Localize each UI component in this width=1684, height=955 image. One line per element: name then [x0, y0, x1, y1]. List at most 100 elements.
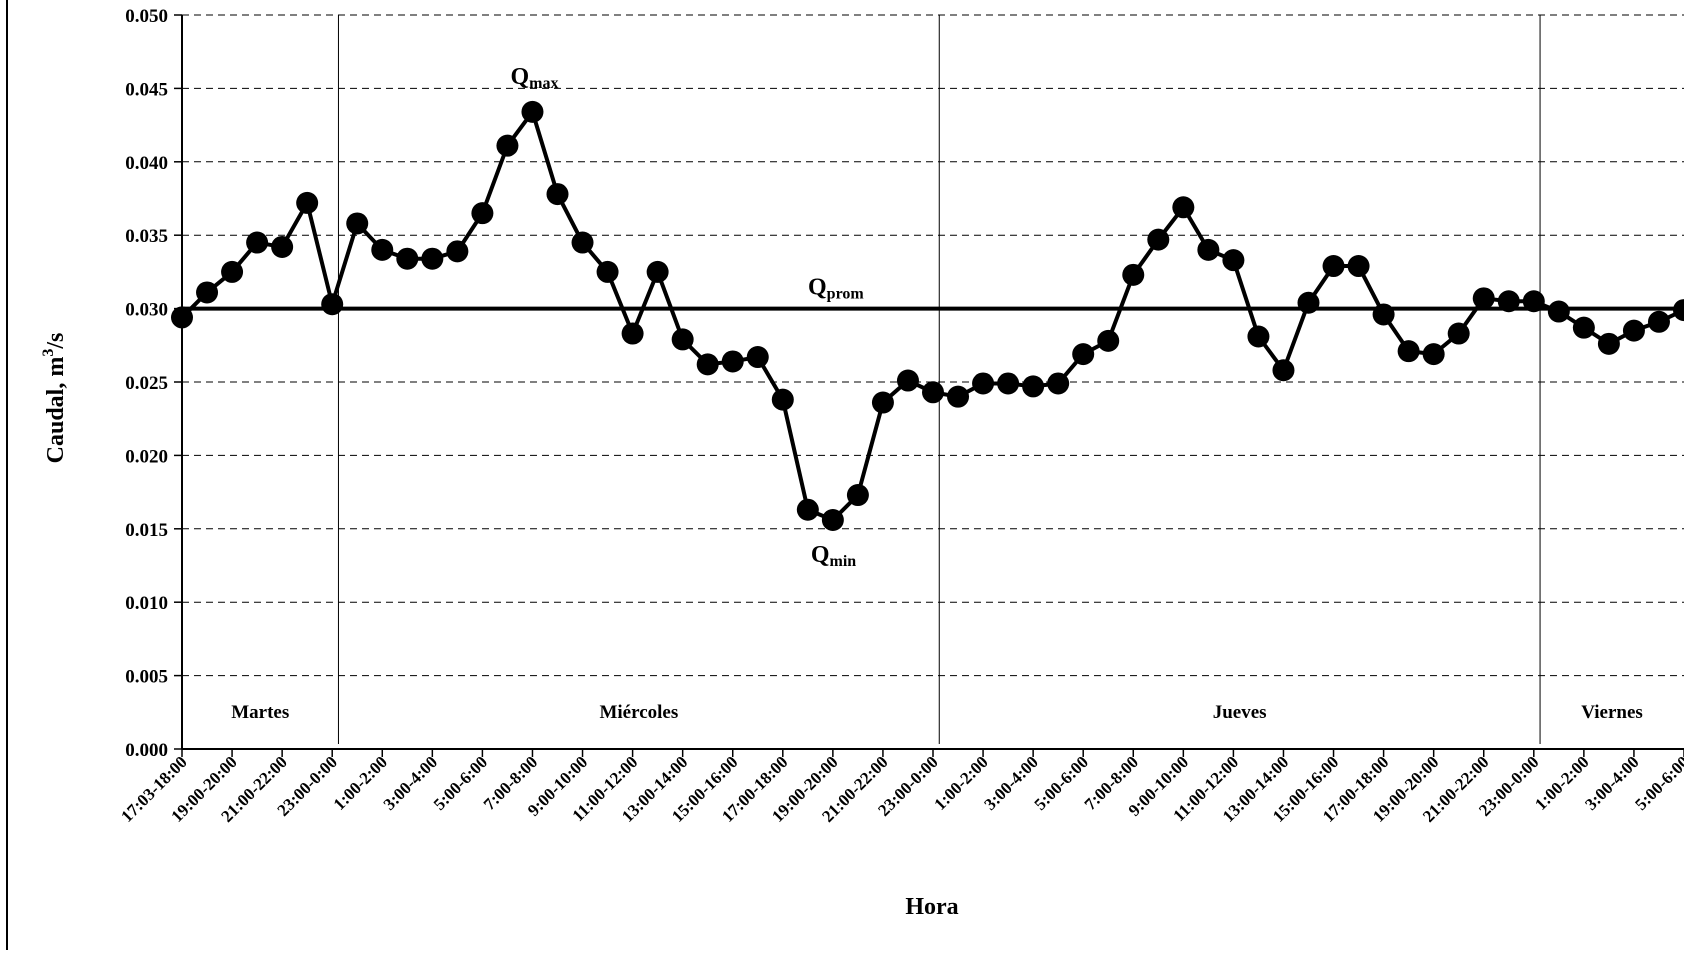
data-point — [1197, 238, 1220, 261]
data-point — [1047, 372, 1070, 395]
series-flow — [171, 100, 1684, 531]
data-point — [1472, 287, 1495, 310]
data-point — [997, 372, 1020, 395]
data-point — [1497, 290, 1520, 313]
data-point — [646, 260, 669, 283]
data-point — [846, 484, 869, 507]
x-tick-label: 3:00-4:00 — [380, 752, 442, 814]
y-tick-label: 0.020 — [125, 446, 168, 467]
data-point — [371, 238, 394, 261]
data-point — [1122, 263, 1145, 286]
day-label: Miércoles — [599, 702, 678, 723]
data-point — [1172, 196, 1195, 219]
data-point — [1372, 303, 1395, 326]
data-point — [1322, 255, 1345, 278]
data-point — [1397, 340, 1420, 363]
data-point — [596, 260, 619, 283]
x-tick-label: 3:00-4:00 — [1581, 752, 1643, 814]
annotation-sub: max — [529, 75, 558, 92]
y-axis-title-suffix: /s — [43, 333, 69, 350]
x-tick-label: 5:00-6:00 — [1631, 752, 1684, 814]
y-axis-title-sup: 3 — [40, 349, 57, 357]
annotations: Qmax Qmin — [510, 64, 856, 570]
data-point — [346, 212, 369, 235]
data-point — [947, 385, 970, 408]
data-point — [1622, 319, 1645, 342]
data-point — [396, 247, 419, 270]
data-point — [1597, 332, 1620, 355]
data-point — [471, 202, 494, 225]
data-point — [1522, 290, 1545, 313]
y-axis-title-text: Caudal, m — [43, 357, 69, 464]
x-tick-label: 3:00-4:00 — [980, 752, 1042, 814]
data-point — [1022, 375, 1045, 398]
data-point — [546, 183, 569, 206]
data-point — [1447, 322, 1470, 345]
annotation-max: Qmax — [510, 64, 558, 92]
y-tick-label: 0.050 — [125, 6, 168, 27]
data-point — [571, 231, 594, 254]
data-point — [521, 100, 544, 123]
data-point — [321, 293, 344, 316]
y-tick-label: 0.040 — [125, 153, 168, 174]
data-point — [196, 281, 219, 304]
data-point — [821, 508, 844, 531]
data-point — [1297, 291, 1320, 314]
data-point — [221, 260, 244, 283]
data-point — [1673, 299, 1684, 322]
data-point — [871, 391, 894, 414]
y-tick-label: 0.005 — [125, 667, 168, 688]
y-tick-label: 0.015 — [125, 520, 168, 541]
day-separators — [337, 15, 1541, 744]
average-line-label-sub: prom — [827, 286, 865, 303]
data-point — [896, 369, 919, 392]
average-line-group: Qprom — [182, 275, 1684, 311]
y-axis-title: Caudal, m3/s — [40, 333, 69, 464]
data-point — [1222, 249, 1245, 272]
data-point — [721, 350, 744, 373]
y-tick-label: 0.010 — [125, 593, 168, 614]
data-point — [771, 388, 794, 411]
data-point — [1422, 343, 1445, 366]
data-point — [246, 231, 269, 254]
data-point — [796, 498, 819, 521]
data-point — [1272, 359, 1295, 382]
average-line-label: Qprom — [808, 275, 864, 303]
series-line — [180, 109, 1684, 522]
data-point — [421, 247, 444, 270]
average-line-label-main: Q — [808, 275, 827, 301]
y-tick-label: 0.045 — [125, 79, 168, 100]
data-point — [1097, 329, 1120, 352]
data-point — [1072, 343, 1095, 366]
gridlines — [182, 14, 1684, 677]
data-point — [1147, 228, 1170, 251]
y-tick-label: 0.035 — [125, 226, 168, 247]
data-point — [621, 322, 644, 345]
x-tick-label: 5:00-6:00 — [430, 752, 492, 814]
day-label: Viernes — [1581, 702, 1643, 723]
data-point — [922, 381, 944, 404]
y-tick-label: 0.030 — [125, 300, 168, 321]
data-point — [671, 328, 694, 351]
y-tick-label: 0.025 — [125, 373, 168, 394]
axes — [174, 14, 1684, 757]
x-axis-title: Hora — [905, 894, 958, 920]
data-point — [1647, 310, 1670, 333]
day-label: Martes — [231, 702, 289, 723]
x-tick-label: 1:00-2:00 — [1531, 752, 1593, 814]
day-label: Jueves — [1213, 702, 1267, 723]
x-tick-labels: 17:03-18:0019:00-20:0021:00-22:0023:00-0… — [117, 752, 1684, 826]
data-point — [296, 191, 319, 214]
data-point — [1547, 300, 1570, 323]
data-point — [1347, 255, 1370, 278]
annotation-min: Qmin — [811, 542, 856, 570]
annotation-main: Q — [811, 542, 830, 568]
annotation-main: Q — [510, 64, 529, 90]
y-tick-label: 0.000 — [125, 740, 168, 761]
data-point — [171, 306, 193, 329]
data-point — [1247, 325, 1270, 348]
data-point — [271, 235, 294, 258]
x-tick-label: 1:00-2:00 — [330, 752, 392, 814]
